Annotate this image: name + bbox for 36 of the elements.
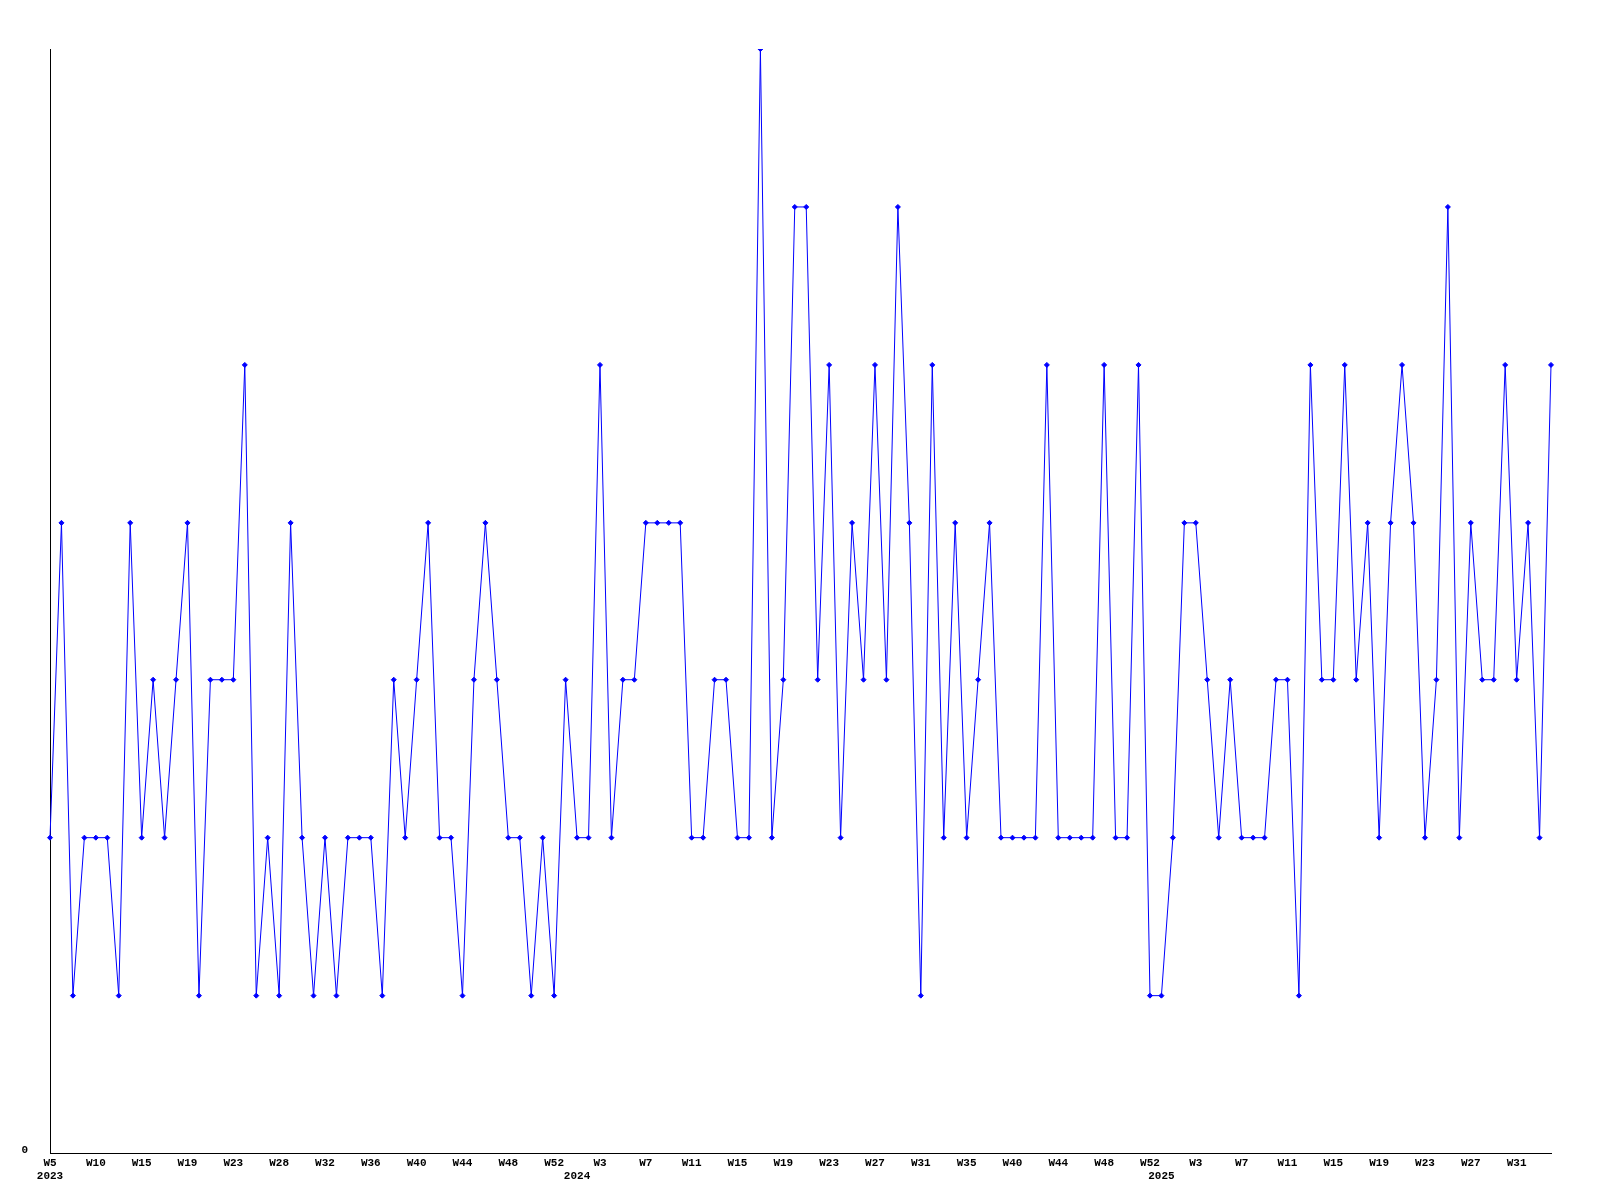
x-tick-label: W3	[1189, 1156, 1203, 1169]
x-tick-label: W36	[360, 1156, 381, 1169]
x-tick-label: W23	[223, 1156, 244, 1169]
x-tick-label: W52	[1140, 1156, 1160, 1169]
x-tick-label: W31	[910, 1156, 932, 1169]
x-tick-label: W27	[865, 1156, 885, 1169]
x-tick-label: W11	[681, 1156, 702, 1169]
x-tick-label: 2025	[1148, 1170, 1176, 1183]
x-tick-label: W40	[406, 1156, 427, 1169]
x-tick-label: W5 2023	[36, 1156, 64, 1183]
x-tick-label: W35	[956, 1156, 977, 1169]
x-tick-label: W32	[315, 1156, 335, 1169]
x-tick-label: W19	[177, 1156, 198, 1169]
x-tick-label: W7	[639, 1156, 653, 1169]
x-tick-label: W40	[1002, 1156, 1023, 1169]
x-tick-label: W27	[1460, 1156, 1481, 1169]
x-tick-label: W44	[1048, 1156, 1069, 1169]
x-tick-label: W3	[593, 1156, 607, 1169]
x-tick-label: W15	[131, 1156, 152, 1169]
x-tick-label: W11	[1277, 1156, 1298, 1169]
x-tick-label: W10	[85, 1156, 106, 1169]
x-tick-label: W31	[1506, 1156, 1527, 1169]
x-tick-label: W15	[727, 1156, 748, 1169]
x-tick-label: W48	[1094, 1156, 1115, 1169]
x-tick-label: W23	[819, 1156, 840, 1169]
x-tick-label: W19	[773, 1156, 794, 1169]
x-tick-label: W19	[1369, 1156, 1390, 1169]
x-tick-label: W44	[452, 1156, 473, 1169]
x-tick-label: W23	[1415, 1156, 1436, 1169]
text: 0	[21, 1144, 28, 1157]
x-tick-label: W15	[1323, 1156, 1344, 1169]
x-tick-label: W48	[498, 1156, 519, 1169]
x-tick-label: W28	[269, 1156, 290, 1169]
x-tick-label: 2024	[563, 1170, 591, 1183]
x-tick-label: W7	[1235, 1156, 1249, 1169]
x-tick-label: W52	[544, 1156, 565, 1169]
